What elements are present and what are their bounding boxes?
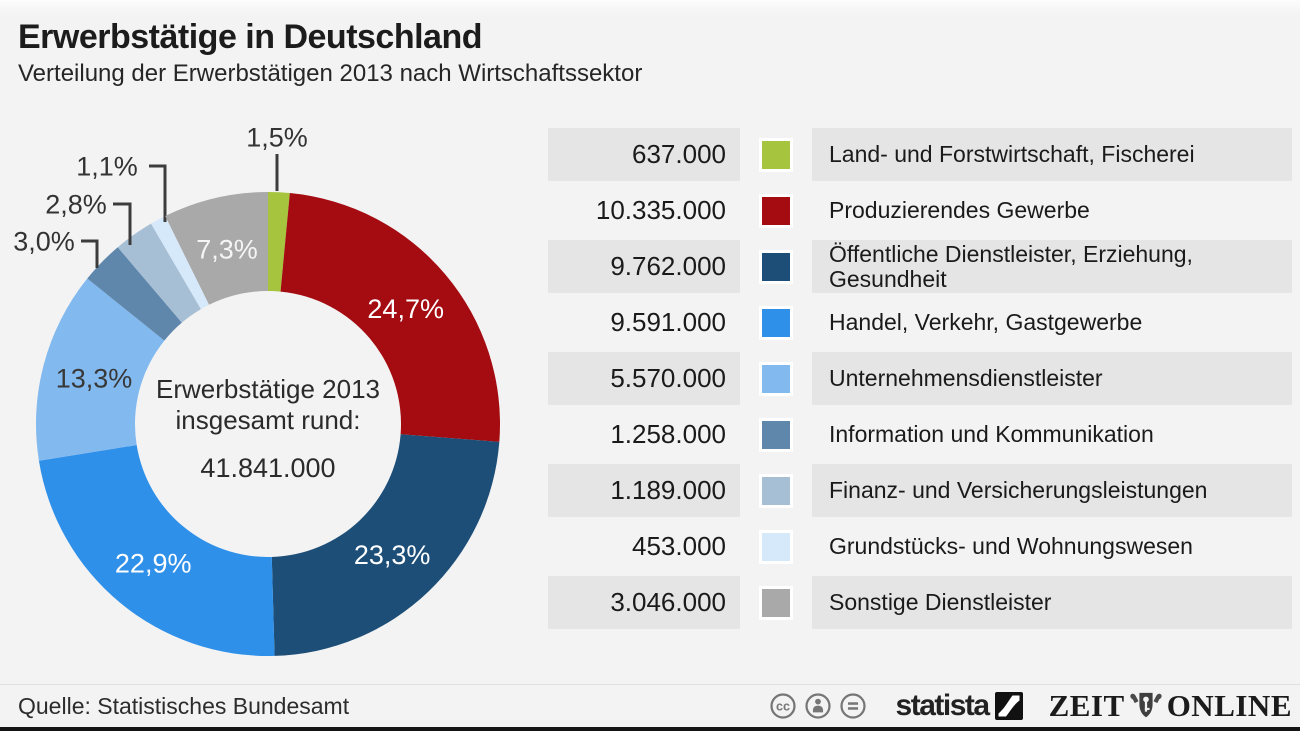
donut-slice-6: [87, 247, 182, 341]
legend-row: 5.570.000 Unternehmensdienstleister: [548, 352, 1292, 405]
source-label: Quelle: Statistisches Bundesamt: [18, 692, 350, 719]
svg-text:cc: cc: [776, 699, 790, 713]
donut-slice-3: [271, 434, 500, 656]
percent-label: 13,3%: [56, 364, 133, 394]
donut-slice-8: [151, 216, 210, 310]
percent-label: 23,3%: [354, 540, 431, 570]
donut-slice-7: [117, 223, 201, 323]
legend-value: 9.762.000: [548, 240, 740, 293]
legend-swatch: [740, 408, 812, 461]
donut-slice-4: [38, 445, 275, 657]
legend-swatch: [740, 296, 812, 349]
zeit-crest-icon: [1127, 690, 1165, 722]
legend-value: 1.189.000: [548, 464, 740, 517]
legend-table: 637.000 Land- und Forstwirtschaft, Fische…: [548, 128, 1292, 632]
percent-label: 2,8%: [45, 190, 107, 220]
legend-swatch: [740, 128, 812, 181]
donut-chart: 1,5% 24,7% 23,3% 22,9% 13,3% 3,0% 2,8% 1,1% 7,3%: [13, 123, 500, 657]
center-line1: Erwerbstätige 2013: [155, 374, 381, 404]
legend-label: Information und Kommunikation: [829, 421, 1154, 447]
legend-label: Produzierendes Gewerbe: [829, 197, 1090, 223]
legend-swatch: [740, 520, 812, 573]
percent-label: 22,9%: [115, 548, 192, 578]
legend-label: Sonstige Dienstleister: [812, 576, 1292, 629]
percent-label: 1,5%: [246, 123, 308, 153]
legend-row: 9.591.000 Handel, Verkehr, Gastgewerbe: [548, 296, 1292, 349]
cc-by-icon: [804, 692, 832, 720]
legend-label: Grundstücks- und Wohnungswesen: [829, 533, 1193, 559]
page-title: Erwerbstätige in Deutschland: [18, 18, 483, 56]
online-wordmark: ONLINE: [1166, 688, 1292, 723]
legend-row: 9.762.000 Öffentliche Dienstleister, Erzi…: [548, 240, 1292, 293]
bottom-border: [0, 727, 1300, 731]
legend-row: 453.000 Grundstücks- und Wohnungswesen: [548, 520, 1292, 573]
percent-label: 1,1%: [76, 152, 138, 182]
total-value: 41.841.000: [200, 453, 336, 483]
callout-line: [149, 164, 167, 222]
callout-line: [81, 239, 99, 268]
legend-value: 453.000: [632, 531, 726, 561]
top-highlight: [0, 0, 1300, 16]
legend-swatch: [740, 464, 812, 517]
statista-wordmark: statista: [895, 689, 991, 722]
legend-value: 9.591.000: [610, 307, 726, 337]
legend-value: 10.335.000: [595, 195, 726, 225]
legend-value: 5.570.000: [548, 352, 740, 405]
center-line2: insgesamt rund:: [175, 405, 361, 435]
legend-swatch: [740, 184, 812, 237]
legend-row: 1.189.000 Finanz- und Versicherungsleistu…: [548, 464, 1292, 517]
donut-slice-9: [165, 192, 268, 305]
legend-row: 10.335.000 Produzierendes Gewerbe: [548, 184, 1292, 237]
cc-nd-icon: [839, 692, 867, 720]
donut-slice-5: [36, 278, 165, 461]
zeit-online-logo: ZEIT ONLINE: [1049, 688, 1292, 724]
percent-label: 7,3%: [196, 234, 258, 264]
legend-label: Land- und Forstwirtschaft, Fischerei: [812, 128, 1292, 181]
page-subtitle: Verteilung der Erwerbstätigen 2013 nach …: [18, 60, 643, 87]
zeit-wordmark: ZEIT: [1048, 688, 1125, 723]
footer-logos: cc statista: [769, 688, 1292, 724]
legend-value: 1.258.000: [610, 419, 726, 449]
legend-swatch: [740, 240, 812, 293]
legend-value: 637.000: [548, 128, 740, 181]
footer: Quelle: Statistisches Bundesamt cc: [0, 684, 1300, 727]
legend-label: Öffentliche Dienstleister, Erziehung, Ge…: [812, 240, 1292, 293]
legend-row: 637.000 Land- und Forstwirtschaft, Fische…: [548, 128, 1292, 181]
cc-icon: cc: [769, 692, 797, 720]
legend-value: 3.046.000: [548, 576, 740, 629]
legend-label: Unternehmensdienstleister: [812, 352, 1292, 405]
legend-swatch: [740, 576, 812, 629]
statista-logo: statista: [896, 689, 1023, 723]
percent-label: 3,0%: [13, 227, 75, 257]
legend-swatch: [740, 352, 812, 405]
callout-line: [113, 202, 132, 245]
legend-row: 1.258.000 Information und Kommunikation: [548, 408, 1292, 461]
donut-slice-1: [268, 192, 290, 292]
legend-label: Handel, Verkehr, Gastgewerbe: [829, 309, 1143, 335]
legend-row: 3.046.000 Sonstige Dienstleister: [548, 576, 1292, 629]
statista-mark-icon: [994, 692, 1023, 720]
donut-center-label: Erwerbstätige 2013 insgesamt rund: 41.84…: [118, 374, 418, 484]
percent-label: 24,7%: [367, 294, 444, 324]
donut-slice-2: [280, 193, 500, 442]
header: Erwerbstätige in Deutschland Verteilung …: [18, 18, 642, 88]
legend-label: Finanz- und Versicherungsleistungen: [812, 464, 1292, 517]
